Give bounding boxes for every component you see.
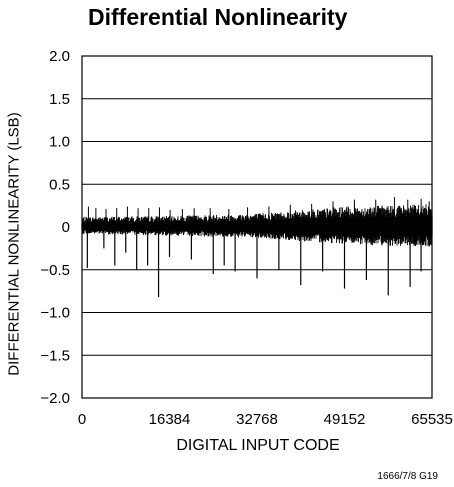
y-tick-label: −1.5 — [40, 347, 70, 364]
trace-layer — [81, 197, 433, 298]
y-tick-label: 1.5 — [49, 91, 70, 108]
y-tick-label: 1.0 — [49, 134, 70, 151]
y-tick-label: 0 — [62, 219, 70, 236]
x-tick-label: 32768 — [236, 411, 278, 428]
figure-id: 1666/7/8 G19 — [377, 471, 438, 482]
x-tick-label: 0 — [78, 411, 86, 428]
y-tick-label: −1.0 — [40, 305, 70, 322]
x-tick-label: 16384 — [149, 411, 191, 428]
x-axis-label: DIGITAL INPUT CODE — [176, 437, 340, 454]
tick-layer: 2.0 1.5 1.0 0.5 0 −0.5 −1.0 −1.5 −2.0 0 16384 32768… — [40, 48, 452, 428]
y-tick-label: −0.5 — [40, 262, 70, 279]
chart-title: Differential Nonlinearity — [88, 4, 348, 30]
y-tick-label: 2.0 — [49, 48, 70, 65]
y-tick-label: −2.0 — [40, 390, 70, 407]
plot-frame — [81, 55, 433, 399]
x-tick-label: 65535 — [411, 411, 453, 428]
x-tick-label: 49152 — [324, 411, 366, 428]
y-tick-label: 0.5 — [49, 176, 70, 193]
frame-layer — [81, 55, 433, 399]
